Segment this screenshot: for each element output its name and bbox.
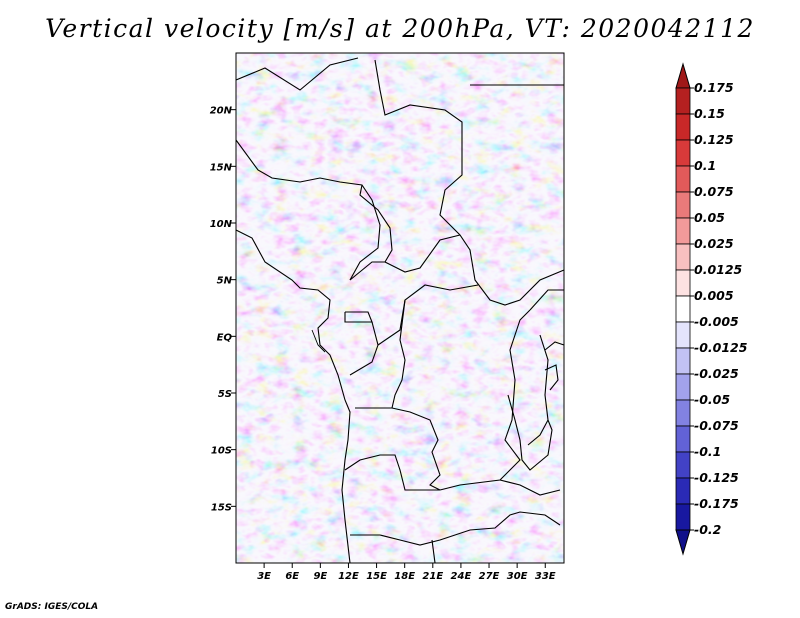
colorbar-swatch bbox=[675, 347, 691, 375]
y-tick-label: 10N bbox=[210, 219, 233, 230]
y-tick-label: 5N bbox=[217, 276, 233, 287]
colorbar-swatch bbox=[675, 399, 691, 427]
x-tick-label: 27E bbox=[479, 571, 500, 582]
y-tick-label: 15S bbox=[211, 502, 232, 513]
colorbar-swatch bbox=[675, 217, 691, 245]
colorbar-label: 0.125 bbox=[694, 132, 734, 147]
country-borders bbox=[235, 57, 565, 564]
colorbar-label: -0.005 bbox=[694, 314, 739, 329]
x-tick-label: 24E bbox=[451, 571, 472, 582]
colorbar-swatch bbox=[675, 425, 691, 453]
x-tick-label: 9E bbox=[313, 571, 327, 582]
colorbar-swatch bbox=[675, 87, 691, 115]
colorbar-label: -0.175 bbox=[694, 496, 739, 511]
plot-frame bbox=[235, 52, 565, 564]
colorbar-swatch bbox=[675, 321, 691, 349]
colorbar-swatch bbox=[675, 295, 691, 323]
colorbar-top-arrow bbox=[675, 62, 691, 89]
x-tick-label: 30E bbox=[507, 571, 528, 582]
y-tick-label: 20N bbox=[210, 106, 233, 117]
colorbar-label: 0.05 bbox=[694, 210, 725, 225]
colorbar-swatch bbox=[675, 477, 691, 505]
y-tick-label: EQ bbox=[217, 332, 233, 343]
colorbar-swatch bbox=[675, 243, 691, 271]
colorbar-label: 0.025 bbox=[694, 236, 734, 251]
colorbar-label: -0.025 bbox=[694, 366, 739, 381]
colorbar-label: -0.2 bbox=[694, 522, 721, 537]
colorbar-swatch bbox=[675, 451, 691, 479]
x-tick-label: 21E bbox=[422, 571, 443, 582]
x-tick-label: 18E bbox=[394, 571, 415, 582]
x-tick-label: 33E bbox=[535, 571, 556, 582]
colorbar-label: -0.075 bbox=[694, 418, 739, 433]
colorbar-label: -0.0125 bbox=[694, 340, 748, 355]
grads-credit: GrADS: IGES/COLA bbox=[5, 602, 99, 612]
colorbar-label: 0.15 bbox=[694, 106, 725, 121]
y-tick-label: 10S bbox=[211, 446, 232, 457]
x-tick-label: 15E bbox=[366, 571, 387, 582]
x-tick-label: 3E bbox=[257, 571, 271, 582]
colorbar-label: -0.125 bbox=[694, 470, 739, 485]
colorbar-swatch bbox=[675, 165, 691, 193]
y-axis-ticks: 20N 15N 10N 5N EQ 5S 10S 15S bbox=[210, 106, 236, 513]
colorbar-swatch bbox=[675, 113, 691, 141]
colorbar-swatch bbox=[675, 191, 691, 219]
colorbar-swatch bbox=[675, 503, 691, 531]
colorbar-swatch bbox=[675, 373, 691, 401]
colorbar-bottom-arrow bbox=[675, 529, 691, 556]
colorbar-swatch bbox=[675, 139, 691, 167]
x-axis-ticks: 3E 6E 9E 12E 15E 18E 21E 24E 27E 30E 33E bbox=[257, 563, 556, 582]
chart-title: Vertical velocity [m/s] at 200hPa, VT: 2… bbox=[45, 14, 755, 43]
x-tick-label: 12E bbox=[338, 571, 359, 582]
colorbar-label: 0.1 bbox=[694, 158, 716, 173]
colorbar-label: -0.1 bbox=[694, 444, 721, 459]
colorbar-label: 0.005 bbox=[694, 288, 734, 303]
colorbar-label: -0.05 bbox=[694, 392, 730, 407]
velocity-field bbox=[236, 53, 564, 563]
colorbar-label: 0.175 bbox=[694, 80, 734, 95]
colorbar-label: 0.075 bbox=[694, 184, 734, 199]
y-tick-label: 5S bbox=[218, 389, 232, 400]
y-tick-label: 15N bbox=[210, 162, 233, 173]
x-tick-label: 6E bbox=[285, 571, 299, 582]
colorbar-label: 0.0125 bbox=[694, 262, 743, 277]
colorbar-swatch bbox=[675, 269, 691, 297]
